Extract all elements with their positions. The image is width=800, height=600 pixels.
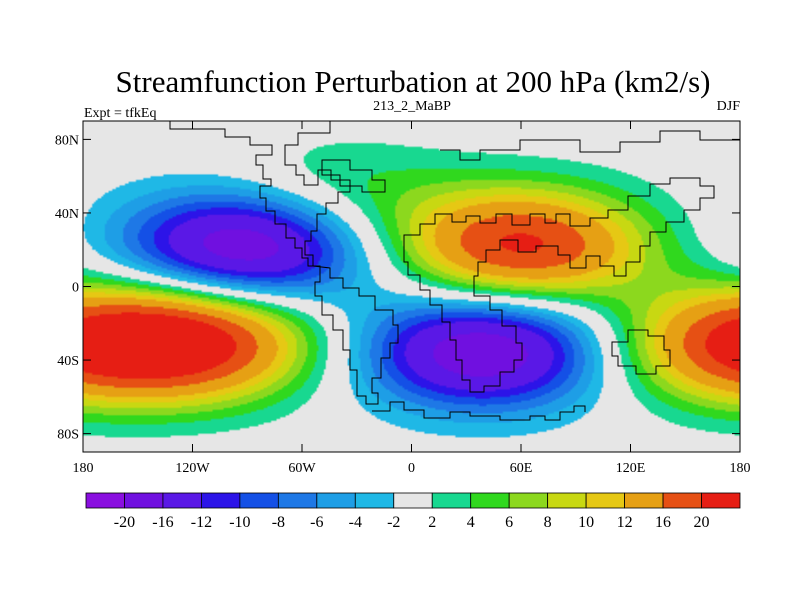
x-axis: 180 120W 60W 0 60E 120E 180 (73, 121, 751, 476)
x-tick-label: 180 (73, 461, 94, 476)
colorbar-label: -20 (114, 514, 135, 531)
y-tick-label: 0 (72, 281, 79, 296)
colorbar-label: 20 (694, 514, 710, 531)
y-axis: 80N 40N 0 40S 80S (55, 133, 740, 443)
subtitle-right: DJF (717, 99, 741, 114)
colorbar-swatch (585, 492, 625, 509)
colorbar-label: -8 (272, 514, 285, 531)
colorbar-label: -10 (229, 514, 250, 531)
colorbar-swatch (316, 492, 356, 509)
x-tick-label: 60W (288, 461, 316, 476)
colorbar: -20 -16 -12 -10 -8 -6 -4 -2 2 4 6 8 10 12 16 20 (85, 492, 741, 531)
coastline-eurasia-africa (403, 177, 715, 393)
plot-area (82, 120, 741, 453)
coastline-south-america (312, 265, 399, 405)
colorbar-swatch (201, 492, 241, 509)
x-tick-label: 120W (175, 461, 210, 476)
streamfunction-field (83, 121, 740, 452)
colorbar-swatch (85, 492, 125, 509)
coastline-north-america (169, 121, 351, 267)
x-tick-label: 120E (616, 461, 646, 476)
y-tick-label: 40S (57, 354, 79, 369)
y-tick-label: 40N (55, 207, 79, 222)
coastline-australia (611, 329, 671, 375)
coastline-north (440, 130, 740, 161)
colorbar-swatch (277, 492, 318, 509)
coastline-antarctica (372, 401, 586, 421)
y-tick-label: 80S (57, 428, 79, 443)
colorbar-swatch (470, 492, 510, 509)
colorbar-label: 12 (617, 514, 633, 531)
y-tick-label: 80N (55, 133, 79, 148)
colorbar-label: -2 (387, 514, 400, 531)
colorbar-label: 2 (428, 514, 436, 531)
colorbar-label: 10 (578, 514, 594, 531)
colorbar-label: -4 (349, 514, 362, 531)
subtitle-center: 213_2_MaBP (373, 99, 451, 114)
x-tick-label: 0 (408, 461, 415, 476)
colorbar-swatch (547, 492, 587, 509)
colorbar-swatch (354, 492, 395, 509)
colorbar-swatch (662, 492, 702, 509)
colorbar-swatch (239, 492, 279, 509)
colorbar-label: 16 (655, 514, 671, 531)
coastlines (169, 121, 740, 421)
colorbar-label: 6 (505, 514, 513, 531)
colorbar-label: -16 (152, 514, 173, 531)
chart-title: Streamfunction Perturbation at 200 hPa (… (116, 64, 711, 99)
colorbar-label: -6 (310, 514, 323, 531)
subtitle-left: Expt = tfkEq (84, 106, 156, 121)
x-tick-label: 60E (510, 461, 533, 476)
colorbar-label: -12 (191, 514, 212, 531)
colorbar-swatch (393, 492, 433, 509)
colorbar-swatch (124, 492, 164, 509)
colorbar-swatch (624, 492, 664, 509)
colorbar-swatch (508, 492, 549, 509)
colorbar-swatch (162, 492, 202, 509)
colorbar-swatch (431, 492, 472, 509)
colorbar-swatch (701, 492, 741, 509)
coastline-greenland (321, 159, 386, 193)
colorbar-label: 4 (467, 514, 475, 531)
colorbar-label: 8 (544, 514, 552, 531)
x-tick-label: 180 (730, 461, 751, 476)
